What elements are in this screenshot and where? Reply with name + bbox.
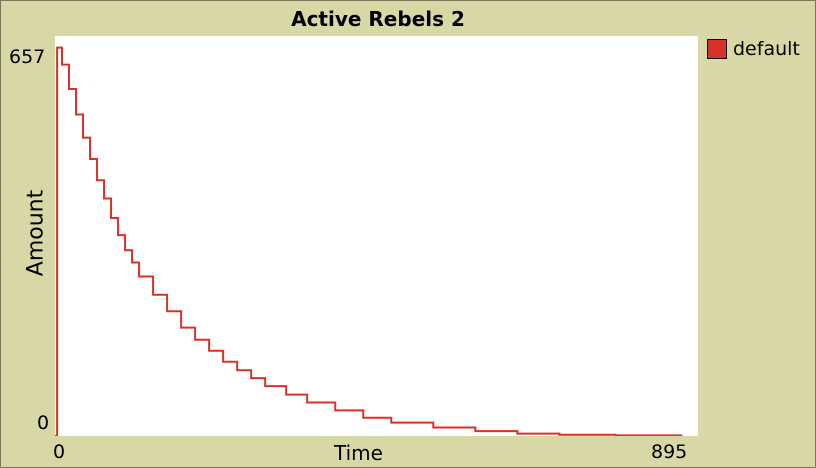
legend-swatch	[707, 39, 727, 59]
y-tick-max: 657	[9, 46, 46, 68]
data-point	[236, 369, 238, 371]
data-point	[61, 64, 63, 66]
chart-title: Active Rebels 2	[291, 7, 465, 31]
data-point	[103, 197, 105, 200]
data-point	[68, 88, 70, 90]
data-point	[194, 339, 196, 341]
x-axis-label: Time	[334, 441, 383, 465]
x-tick-min: 0	[53, 441, 66, 463]
chart-svg	[54, 46, 683, 437]
data-point	[614, 434, 617, 436]
data-point	[681, 434, 683, 436]
data-point	[222, 361, 224, 363]
data-point	[285, 393, 287, 396]
x-tick-max: 895	[651, 441, 688, 463]
legend-label: default	[733, 38, 800, 60]
legend: default	[707, 38, 800, 60]
data-point	[152, 294, 154, 296]
data-point	[432, 426, 434, 429]
data-point	[474, 430, 476, 432]
data-point	[131, 261, 133, 264]
data-point	[110, 217, 112, 219]
data-point	[306, 401, 308, 404]
series-line-default	[55, 46, 682, 437]
data-point	[334, 409, 336, 412]
y-tick-min: 0	[37, 412, 50, 434]
data-point	[138, 275, 140, 278]
data-point	[390, 422, 392, 424]
data-point	[56, 46, 58, 49]
data-point	[96, 179, 98, 181]
data-point	[558, 434, 561, 436]
y-axis-label: Amount	[23, 189, 49, 277]
data-point	[75, 113, 77, 116]
data-point	[250, 377, 252, 379]
data-point	[362, 417, 364, 419]
data-point	[166, 310, 168, 312]
data-point	[82, 137, 84, 139]
data-point	[89, 158, 91, 160]
plot-area	[54, 36, 698, 437]
data-point	[180, 327, 182, 329]
data-point	[117, 234, 119, 236]
data-point	[264, 385, 266, 387]
data-point	[516, 432, 518, 435]
data-point	[124, 249, 126, 251]
data-point	[208, 350, 210, 352]
